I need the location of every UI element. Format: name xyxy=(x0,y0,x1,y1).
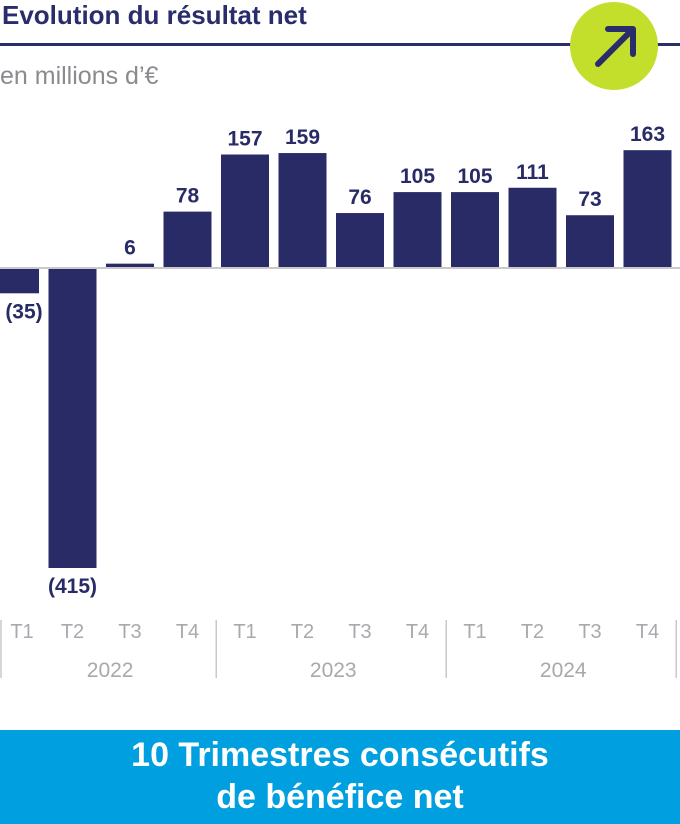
data-label: 157 xyxy=(227,128,262,151)
data-label: 105 xyxy=(457,165,492,188)
bar xyxy=(0,268,39,294)
x-tick-label: T1 xyxy=(463,621,486,643)
data-label: 111 xyxy=(516,161,549,184)
x-tick-label: T2 xyxy=(521,621,544,643)
bar xyxy=(336,213,384,268)
data-label: 6 xyxy=(124,237,136,260)
x-tick-label: T3 xyxy=(348,621,371,643)
x-tick-label: T1 xyxy=(233,621,256,643)
data-label: (35) xyxy=(5,300,42,323)
bar xyxy=(451,192,499,268)
data-label: 159 xyxy=(285,126,320,149)
year-label: 2022 xyxy=(87,659,134,682)
bar xyxy=(623,150,672,268)
title-rule xyxy=(0,43,680,46)
year-label: 2024 xyxy=(540,659,587,682)
chart-subtitle: en millions d’€ xyxy=(0,62,159,90)
data-label: 73 xyxy=(578,188,601,211)
bar xyxy=(48,268,97,568)
bar xyxy=(278,153,327,268)
banner-line-1: 10 Trimestres consécutifs xyxy=(131,736,549,774)
x-tick-label: T4 xyxy=(406,621,429,643)
chart-title: Evolution du résultat net xyxy=(2,0,307,30)
trend-badge xyxy=(570,2,658,90)
bar-chart: (35) T1 (415) T2 6 T3 78 T4 157 T1 159 T2 76 T3 105 T4 1… xyxy=(0,123,680,682)
bar xyxy=(163,211,212,268)
bar xyxy=(508,187,557,268)
bar xyxy=(221,154,269,268)
x-tick-label: T3 xyxy=(578,621,601,643)
data-label: 163 xyxy=(630,123,665,146)
bar xyxy=(566,215,614,268)
banner-line-2: de bénéfice net xyxy=(216,778,464,816)
x-tick-label: T3 xyxy=(118,621,141,643)
x-tick-label: T1 xyxy=(10,621,33,643)
data-label: 76 xyxy=(348,186,371,209)
x-tick-label: T2 xyxy=(61,621,84,643)
data-label: (415) xyxy=(48,575,97,598)
bar xyxy=(106,263,154,268)
data-label: 78 xyxy=(176,185,200,208)
x-tick-label: T4 xyxy=(636,621,659,643)
year-label: 2023 xyxy=(310,659,357,682)
data-label: 105 xyxy=(400,165,435,188)
bar xyxy=(393,192,442,268)
highlight-banner: 10 Trimestres consécutifs de bénéfice ne… xyxy=(0,730,680,824)
x-tick-label: T2 xyxy=(291,621,314,643)
arrow-up-right-icon xyxy=(595,26,636,67)
x-tick-label: T4 xyxy=(176,621,199,643)
